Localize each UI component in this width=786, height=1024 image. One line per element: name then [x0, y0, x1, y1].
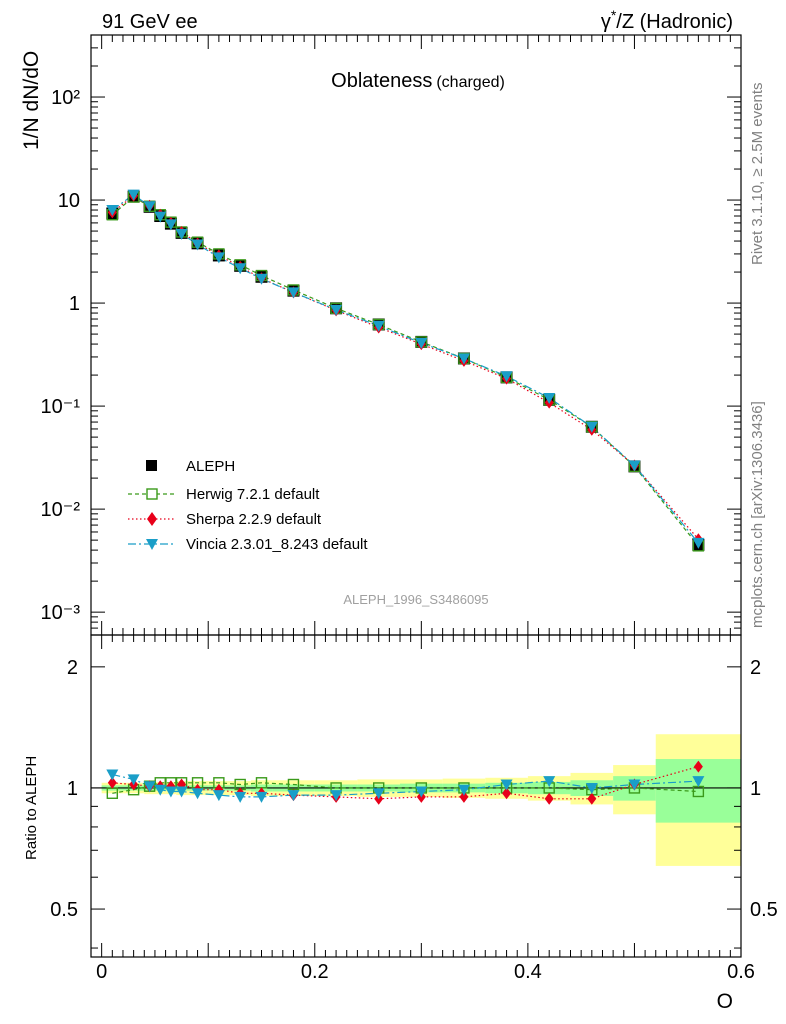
legend-marker-vincia: [146, 539, 158, 550]
ratio-axis-ticks: 0 0.2 0.4 0.6 0.5 0.5 1 1 2 2: [50, 635, 778, 983]
ratio-point-sherpa: [502, 787, 512, 800]
main-point-vincia: [175, 228, 188, 240]
ratio-point-vincia: [164, 786, 177, 798]
main-point-vincia: [212, 252, 225, 264]
ratio-point-vincia: [127, 774, 140, 786]
main-ytick-label: 10²: [51, 87, 80, 109]
ratio-point-vincia: [287, 790, 300, 802]
energy-label: 91 GeV ee: [102, 11, 198, 33]
main-point-vincia: [164, 219, 177, 231]
ratio-point-sherpa: [459, 790, 469, 803]
legend-label-herwig: Herwig 7.2.1 default: [186, 486, 320, 503]
main-line-vincia: [111, 193, 699, 544]
legend-label-vincia: Vincia 2.3.01_8.243 default: [186, 536, 368, 553]
main-point-vincia: [255, 273, 268, 285]
ratio-point-vincia: [154, 784, 167, 796]
ratio-point-vincia: [543, 776, 556, 788]
ratio-point-vincia: [585, 782, 598, 794]
ratio-point-sherpa: [587, 792, 597, 805]
ratio-point-vincia: [500, 779, 513, 791]
main-point-vincia: [415, 337, 428, 349]
main-ytick-label: 10⁻³: [41, 602, 81, 624]
ratio-point-vincia: [234, 791, 247, 803]
legend-marker-data: [146, 460, 157, 471]
main-point-vincia: [191, 239, 204, 251]
ratio-point-vincia: [415, 786, 428, 798]
main-point-vincia: [330, 304, 343, 316]
process-label: γ*/Z (Hadronic): [601, 7, 733, 33]
ratio-ytick-label-right: 0.5: [750, 899, 778, 921]
main-axis-ticks: 10⁻³ 10⁻² 10⁻¹ 1 10 10²: [41, 34, 742, 636]
main-point-vincia: [372, 320, 385, 332]
main-series: [106, 189, 705, 552]
main-ytick-label: 10⁻¹: [41, 396, 81, 418]
plot-title-main: Oblateness: [331, 70, 432, 92]
main-point-vincia: [154, 211, 167, 223]
plot-title-suffix: (charged): [436, 74, 504, 91]
ratio-ytick-label-left: 0.5: [50, 899, 78, 921]
process-star: *: [611, 7, 617, 23]
main-point-vincia: [457, 353, 470, 365]
ratio-point-vincia: [255, 791, 268, 803]
main-point-vincia: [143, 201, 156, 213]
main-line-herwig: [111, 196, 699, 547]
legend: ALEPH Herwig 7.2.1 default Sherpa 2.2.9 …: [128, 458, 368, 553]
ratio-point-vincia: [372, 788, 385, 800]
ratio-ytick-label-left: 1: [67, 778, 78, 800]
mcplots-label: mcplots.cern.ch [arXiv:1306.3436]: [749, 401, 766, 628]
ratio-xtick-label: 0: [96, 961, 107, 983]
main-point-vincia: [585, 421, 598, 433]
ratio-xlabel: O: [717, 990, 733, 1013]
legend-label-sherpa: Sherpa 2.2.9 default: [186, 511, 322, 528]
ratio-ylabel: Ratio to ALEPH: [23, 756, 40, 860]
main-point-vincia: [234, 263, 247, 275]
main-ytick-label: 1: [69, 293, 80, 315]
ratio-xtick-label: 0.2: [301, 961, 329, 983]
ratio-bands: [91, 734, 741, 866]
rivet-label: Rivet 3.1.10, ≥ 2.5M events: [749, 83, 766, 266]
main-point-vincia: [500, 371, 513, 383]
main-ytick-label: 10⁻²: [41, 499, 81, 521]
ratio-point-sherpa: [693, 760, 703, 773]
ratio-xtick-label: 0.6: [727, 961, 755, 983]
ratio-point-vincia: [457, 784, 470, 796]
ratio-ytick-label-right: 1: [750, 778, 761, 800]
process-rest: /Z (Hadronic): [616, 11, 733, 33]
ratio-series: [106, 760, 705, 805]
ratio-point-sherpa: [107, 776, 117, 789]
main-point-vincia: [628, 460, 641, 472]
ratio-ytick-label-left: 2: [67, 657, 78, 679]
ratio-point-sherpa: [544, 792, 554, 805]
ratio-point-vincia: [106, 769, 119, 781]
main-point-vincia: [692, 537, 705, 549]
ratio-point-vincia: [212, 790, 225, 802]
legend-marker-sherpa: [147, 512, 157, 526]
plot-title: Oblateness (charged): [331, 70, 505, 92]
ratio-point-vincia: [330, 790, 343, 802]
legend-label-data: ALEPH: [186, 458, 235, 475]
main-point-vincia: [543, 392, 556, 404]
ratio-frame: [90, 634, 742, 958]
ratio-point-vincia: [191, 788, 204, 800]
main-ytick-label: 10: [58, 190, 80, 212]
analysis-id: ALEPH_1996_S3486095: [343, 592, 488, 607]
main-point-vincia: [106, 205, 119, 217]
main-point-vincia: [127, 189, 140, 201]
ratio-xtick-label: 0.4: [514, 961, 542, 983]
ratio-point-vincia: [692, 776, 705, 788]
ratio-ytick-label-right: 2: [750, 657, 761, 679]
ratio-point-vincia: [143, 781, 156, 793]
ratio-point-vincia: [628, 779, 641, 791]
ratio-point-vincia: [175, 786, 188, 798]
legend-marker-herwig: [146, 488, 158, 500]
main-ylabel: 1/N dN/dO: [20, 51, 43, 150]
process-gamma: γ: [601, 11, 611, 33]
main-point-vincia: [287, 287, 300, 299]
